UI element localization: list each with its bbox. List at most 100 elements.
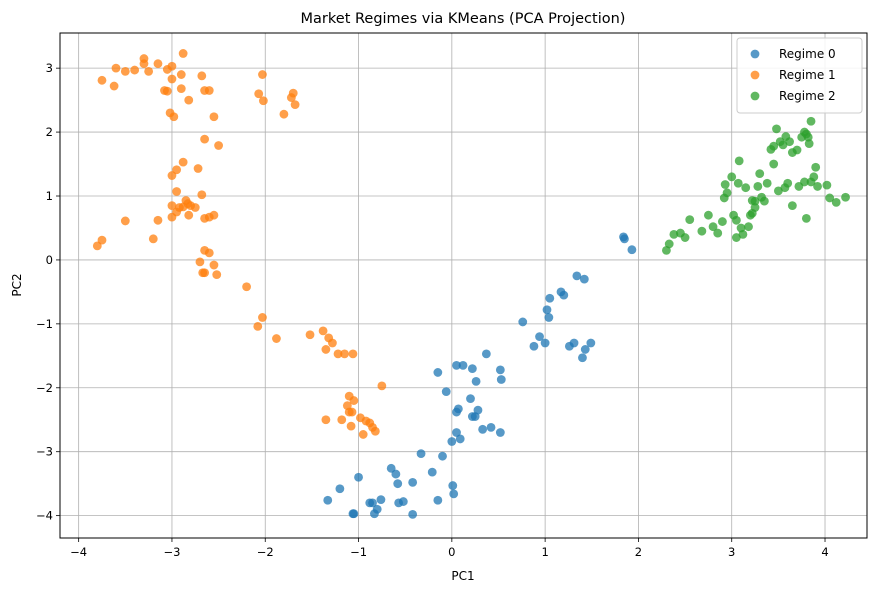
regime-1-point xyxy=(200,134,210,144)
regime-1-point xyxy=(167,212,177,222)
regime-0-point xyxy=(467,412,477,421)
regime-0-point xyxy=(349,509,359,519)
regime-2-point xyxy=(680,233,690,242)
regime-2-point xyxy=(664,239,674,249)
x-tick-label: 2 xyxy=(635,545,642,559)
regime-0-point xyxy=(458,361,468,370)
regime-0-point xyxy=(544,313,554,322)
regime-2-point xyxy=(703,210,713,220)
regime-1-point xyxy=(346,421,356,431)
regime-0-point xyxy=(447,437,457,446)
legend: Regime 0 Regime 1 Regime 2 xyxy=(736,37,863,114)
regime-0-point xyxy=(416,449,426,459)
regime-1-point xyxy=(198,268,208,278)
regime-0-point xyxy=(542,305,552,315)
regime-2-point xyxy=(800,177,809,187)
regime-2-point xyxy=(720,180,730,189)
regime-1-point xyxy=(333,349,343,359)
regime-1-point xyxy=(258,70,267,79)
regime-0-point xyxy=(486,423,496,432)
y-tick-label: −2 xyxy=(36,381,53,395)
regime-2-point xyxy=(822,180,832,190)
regime-2-point xyxy=(753,182,763,191)
regime-2-point xyxy=(785,137,794,147)
regime-1-point xyxy=(340,349,349,359)
regime-0-point xyxy=(471,376,481,386)
grid xyxy=(60,33,867,538)
legend-marker-regime-0 xyxy=(750,49,760,59)
x-tick-label: −2 xyxy=(257,545,274,559)
regime-0-point xyxy=(467,364,477,374)
axis-ticks: −4 −3 −2 −1 0 1 2 3 4 −4 −3 −2 −1 0 1 2 3 xyxy=(36,61,829,559)
regime-1-point xyxy=(184,210,194,220)
regime-0-point xyxy=(372,504,382,514)
regime-2-point xyxy=(755,169,765,179)
regime-0-point xyxy=(572,271,582,281)
regime-2-point xyxy=(685,215,695,225)
regime-2-point xyxy=(813,182,822,191)
regime-0-point xyxy=(398,497,408,506)
regime-2-point xyxy=(713,228,723,238)
regime-2-point xyxy=(806,116,816,126)
regime-0-point xyxy=(433,495,443,505)
regime-2-point xyxy=(669,229,679,239)
regime-2-point xyxy=(697,226,707,236)
regime-0-point xyxy=(323,495,333,505)
regime-2-point xyxy=(841,192,850,202)
data-points xyxy=(92,49,850,519)
regime-2-point xyxy=(747,196,757,205)
legend-marker-regime-2 xyxy=(750,91,760,101)
regime-0-point xyxy=(580,345,590,354)
x-axis-label: PC1 xyxy=(451,569,474,583)
x-tick-label: 0 xyxy=(448,545,455,559)
regime-0-point xyxy=(545,293,555,303)
regime-0-point xyxy=(441,387,451,397)
regime-2-point xyxy=(787,201,797,210)
regime-2-point xyxy=(809,172,819,182)
regime-0-point xyxy=(478,424,488,434)
regime-1-point xyxy=(370,426,380,436)
regime-1-point xyxy=(176,84,186,94)
regime-0-point xyxy=(368,498,377,508)
regime-2-point xyxy=(722,188,732,198)
regime-0-point xyxy=(408,509,418,519)
x-tick-label: −4 xyxy=(70,545,87,559)
regime-1-point xyxy=(178,202,188,212)
regime-1-point xyxy=(144,66,154,76)
regime-0-point xyxy=(376,495,386,505)
regime-1-point xyxy=(172,187,182,196)
regime-0-point xyxy=(586,338,596,348)
regime-2-point xyxy=(738,229,748,239)
regime-1-point xyxy=(197,190,207,200)
x-tick-label: 3 xyxy=(728,545,735,559)
regime-1-point xyxy=(197,71,207,81)
regime-0-point xyxy=(433,368,443,377)
regime-0-point xyxy=(481,349,491,359)
regime-1-point xyxy=(178,157,188,167)
regime-1-point xyxy=(148,234,158,244)
regime-0-point xyxy=(438,451,447,461)
regime-1-point xyxy=(167,171,177,180)
legend-marker-regime-1 xyxy=(750,70,760,80)
regime-1-point xyxy=(290,100,300,109)
regime-2-point xyxy=(831,197,841,207)
regime-0-point xyxy=(354,472,363,482)
regime-1-point xyxy=(348,349,358,359)
legend-box xyxy=(736,37,863,114)
regime-1-point xyxy=(209,210,219,220)
x-tick-label: −3 xyxy=(163,545,180,559)
regime-1-point xyxy=(130,65,140,75)
regime-0-point xyxy=(518,317,528,327)
regime-1-point xyxy=(321,345,331,354)
regime-1-point xyxy=(204,86,214,95)
regime-0-point xyxy=(452,428,461,437)
regime-1-point xyxy=(190,203,200,212)
regime-1-point xyxy=(176,70,186,79)
regime-1-point xyxy=(253,322,263,331)
regime-0-point xyxy=(578,353,587,363)
regime-2-point xyxy=(731,233,741,242)
regime-1-point xyxy=(111,63,121,73)
regime-0-point xyxy=(579,274,589,284)
regime-1-point xyxy=(344,407,354,417)
